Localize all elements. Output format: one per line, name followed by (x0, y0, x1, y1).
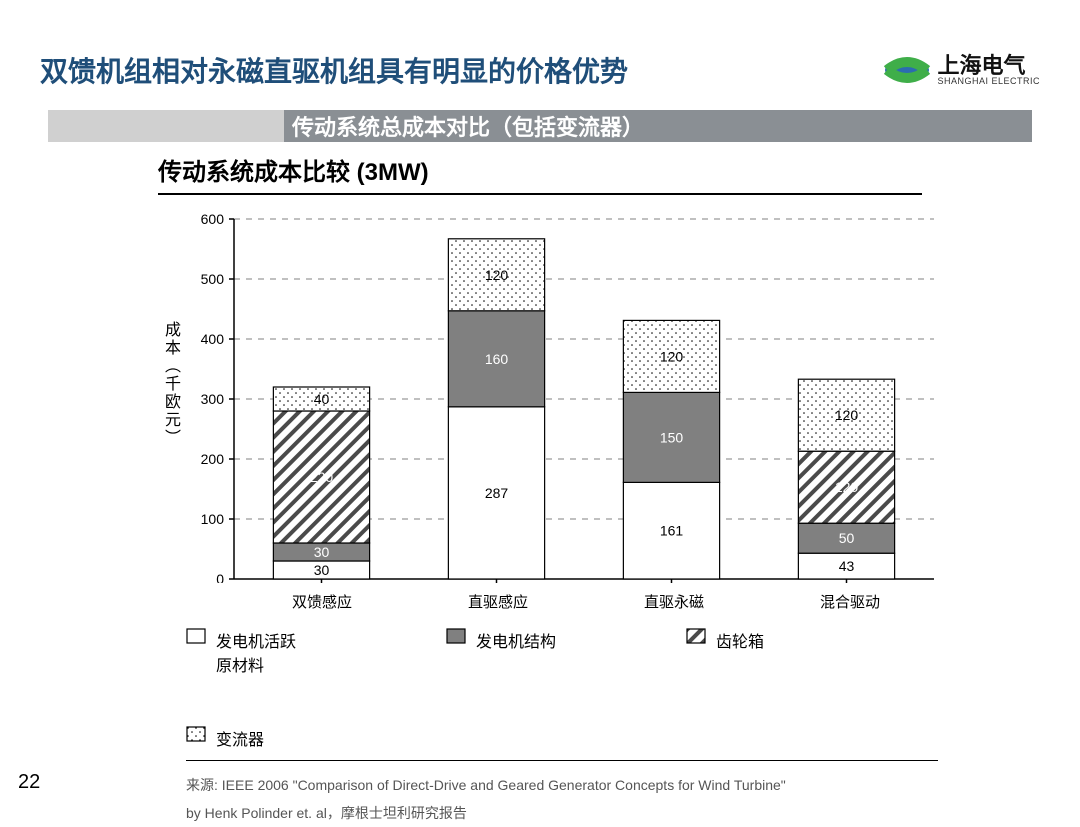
legend-item: 齿轮箱 (686, 628, 846, 652)
x-axis-category: 混合驱动 (762, 591, 938, 612)
legend-label: 齿轮箱 (716, 628, 764, 652)
subtitle-stub (48, 110, 284, 142)
legend-item: 发电机结构 (446, 628, 686, 652)
logo: 上海电气 SHANGHAI ELECTRIC (883, 50, 1040, 90)
svg-text:40: 40 (314, 391, 330, 407)
svg-text:400: 400 (201, 331, 225, 347)
svg-text:120: 120 (835, 479, 859, 495)
legend-label: 变流器 (216, 726, 264, 750)
svg-text:50: 50 (839, 530, 855, 546)
svg-text:43: 43 (839, 558, 855, 574)
legend: 发电机活跃 原材料 发电机结构 齿轮箱变流器 (186, 628, 938, 761)
legend-swatch (186, 726, 206, 742)
svg-text:150: 150 (660, 429, 684, 445)
svg-text:0: 0 (216, 571, 224, 583)
legend-item: 变流器 (186, 726, 326, 750)
y-axis-label: 成本（千欧元） (158, 211, 186, 447)
subtitle-bar: 传动系统总成本对比（包括变流器） (48, 110, 1032, 142)
svg-text:161: 161 (660, 523, 684, 539)
chart-area: 传动系统成本比较 (3MW) 成本（千欧元） 0 100 200 300 400 500 6… (48, 146, 1032, 827)
svg-text:600: 600 (201, 211, 225, 227)
svg-text:120: 120 (835, 407, 859, 423)
svg-text:100: 100 (201, 511, 225, 527)
logo-text-cn: 上海电气 (937, 55, 1040, 77)
stacked-bar-chart: 0 100 200 300 400 500 600 30 30 220 40 287 160 120 161… (186, 211, 938, 583)
logo-icon (883, 50, 931, 90)
source-citation: 来源: IEEE 2006 "Comparison of Direct-Driv… (186, 771, 938, 827)
source-line-2: by Henk Polinder et. al，摩根士坦利研究报告 (186, 799, 938, 827)
svg-text:300: 300 (201, 391, 225, 407)
chart-title: 传动系统成本比较 (3MW) (158, 146, 922, 195)
chart-plot: 0 100 200 300 400 500 600 30 30 220 40 287 160 120 161… (186, 211, 938, 827)
page-title: 双馈机组相对永磁直驱机组具有明显的价格优势 (40, 50, 628, 90)
header: 双馈机组相对永磁直驱机组具有明显的价格优势 上海电气 SHANGHAI ELEC… (0, 0, 1080, 100)
legend-swatch (186, 628, 206, 644)
legend-label: 发电机结构 (476, 628, 556, 652)
legend-swatch (686, 628, 706, 644)
logo-text-en: SHANGHAI ELECTRIC (937, 77, 1040, 86)
svg-text:220: 220 (310, 469, 334, 485)
svg-text:200: 200 (201, 451, 225, 467)
svg-text:160: 160 (485, 351, 509, 367)
legend-item: 发电机活跃 原材料 (186, 628, 446, 676)
subtitle-text: 传动系统总成本对比（包括变流器） (284, 110, 1032, 142)
x-axis-category: 双馈感应 (234, 591, 410, 612)
svg-text:120: 120 (660, 348, 684, 364)
svg-text:30: 30 (314, 562, 330, 578)
svg-text:120: 120 (485, 267, 509, 283)
page-number: 22 (18, 771, 40, 794)
x-axis-category: 直驱永磁 (586, 591, 762, 612)
legend-swatch (446, 628, 466, 644)
source-line-1: 来源: IEEE 2006 "Comparison of Direct-Driv… (186, 771, 938, 799)
svg-text:500: 500 (201, 271, 225, 287)
legend-label: 发电机活跃 原材料 (216, 628, 296, 676)
svg-text:30: 30 (314, 544, 330, 560)
svg-text:287: 287 (485, 485, 509, 501)
x-axis-labels: 双馈感应直驱感应直驱永磁混合驱动 (234, 591, 938, 612)
x-axis-category: 直驱感应 (410, 591, 586, 612)
